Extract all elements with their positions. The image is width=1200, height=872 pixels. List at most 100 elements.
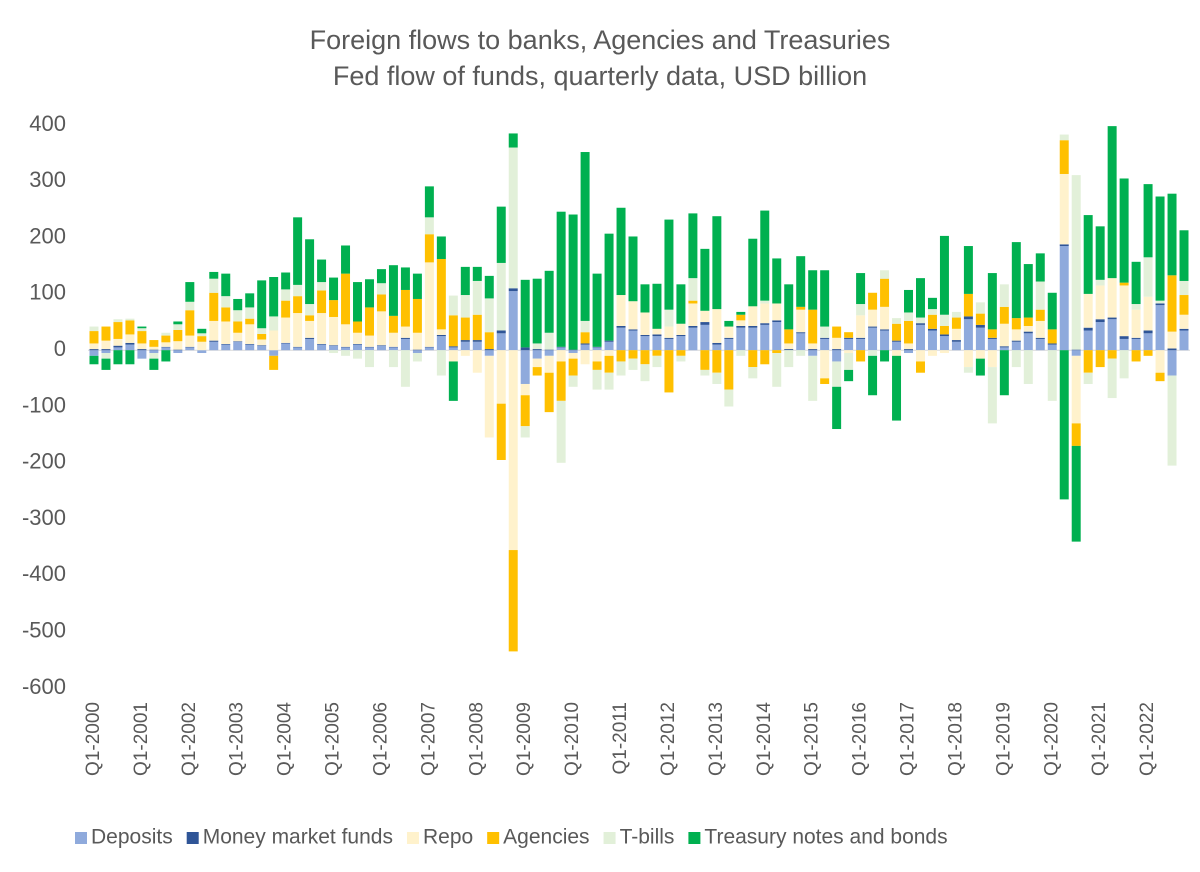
chart-subtitle: Fed flow of funds, quarterly data, USD b… <box>333 61 867 91</box>
bar-segment <box>628 329 638 331</box>
bar-segment <box>364 346 374 348</box>
bar-segment <box>209 271 219 279</box>
bar-segment <box>1179 314 1189 329</box>
bar-segment <box>939 334 949 337</box>
bar-segment <box>1131 304 1141 310</box>
bar-segment <box>149 346 159 350</box>
bar-segment <box>185 301 195 311</box>
bar-segment <box>700 310 710 323</box>
bar-segment <box>197 333 207 337</box>
bar-segment <box>664 219 674 310</box>
bar-segment <box>1107 126 1117 279</box>
bar-segment <box>1179 280 1189 296</box>
bar-segment <box>844 332 854 338</box>
x-tick-label: Q1-2007 <box>418 702 439 776</box>
bar-segment <box>245 307 255 319</box>
bar-segment <box>808 349 818 351</box>
bar-segment <box>376 269 386 284</box>
bar-segment <box>317 259 327 283</box>
bar-segment <box>880 278 890 307</box>
bar-segment <box>796 333 806 351</box>
bar-segment <box>89 350 99 356</box>
bar-segment <box>448 350 458 362</box>
bar-segment <box>760 350 770 365</box>
bar-segment <box>1179 328 1189 331</box>
x-tick-label: Q1-2018 <box>945 702 966 776</box>
bar-segment <box>592 347 602 351</box>
bar-segment <box>329 350 339 354</box>
bar-segment <box>173 349 183 351</box>
bar-segment <box>460 295 470 318</box>
bar-segment <box>556 400 566 463</box>
bar-segment <box>1095 319 1105 323</box>
bar-segment <box>915 278 925 318</box>
bar-segment <box>1095 279 1105 286</box>
bar-segment <box>1071 349 1081 351</box>
bar-segment <box>616 350 626 362</box>
bar-segment <box>460 341 470 351</box>
bar-segment <box>281 342 291 344</box>
bar-segment <box>233 332 243 342</box>
bar-segment <box>616 361 626 376</box>
bar-segment <box>329 345 339 346</box>
bar-segment <box>1035 281 1045 310</box>
bar-segment <box>999 347 1009 351</box>
bar-segment <box>880 329 890 331</box>
bar-segment <box>221 321 231 345</box>
bar-segment <box>1107 319 1117 351</box>
bar-segment <box>736 314 746 321</box>
x-tick-label: Q1-2017 <box>898 702 919 776</box>
bar-segment <box>1155 350 1165 373</box>
bar-segment <box>688 325 698 328</box>
bar-segment <box>245 293 255 308</box>
bar-segment <box>353 350 363 359</box>
bar-segment <box>748 367 758 379</box>
bar-segment <box>293 347 303 351</box>
bar-segment <box>880 330 890 351</box>
bar-segment <box>748 325 758 328</box>
bar-segment <box>1119 282 1129 286</box>
bar-segment <box>544 355 554 373</box>
x-tick-label: Q1-2004 <box>275 702 296 776</box>
bar-segment <box>341 350 351 356</box>
bar-segment <box>1035 309 1045 321</box>
bar-segment <box>592 361 602 370</box>
bar-segment <box>269 350 279 356</box>
bar-segment <box>1023 350 1033 384</box>
bar-segment <box>556 350 566 362</box>
bar-segment <box>592 369 602 390</box>
bar-segment <box>424 346 434 348</box>
bar-segment <box>652 334 662 337</box>
bar-segment <box>1083 293 1093 328</box>
bar-segment <box>364 279 374 308</box>
bar-segment <box>927 350 937 356</box>
bar-segment <box>999 306 1009 324</box>
bar-segment <box>125 344 135 351</box>
bar-segment <box>1143 257 1153 297</box>
bar-segment <box>233 341 243 342</box>
bar-segment <box>113 345 123 348</box>
bar-segment <box>915 361 925 373</box>
bar-segment <box>568 349 578 351</box>
bar-segment <box>1107 358 1117 399</box>
bar-segment <box>915 324 925 351</box>
bar-segment <box>185 310 195 336</box>
bar-segment <box>724 326 734 338</box>
bar-segment <box>496 206 506 263</box>
bar-segment <box>820 270 830 327</box>
bar-segment <box>1035 338 1045 351</box>
bar-segment <box>580 320 590 333</box>
bar-segment <box>856 350 866 362</box>
bar-segment <box>628 350 638 359</box>
bar-segment <box>868 292 878 310</box>
bar-segment <box>1035 253 1045 282</box>
bar-segment <box>209 320 219 341</box>
bar-segment <box>448 347 458 351</box>
bar-segment <box>484 349 494 351</box>
bar-segment <box>676 284 686 324</box>
bar-segment <box>412 349 422 351</box>
bar-segment <box>951 341 961 351</box>
bar-segment <box>532 343 542 350</box>
bar-segment <box>353 344 363 351</box>
bar-segment <box>808 355 818 401</box>
